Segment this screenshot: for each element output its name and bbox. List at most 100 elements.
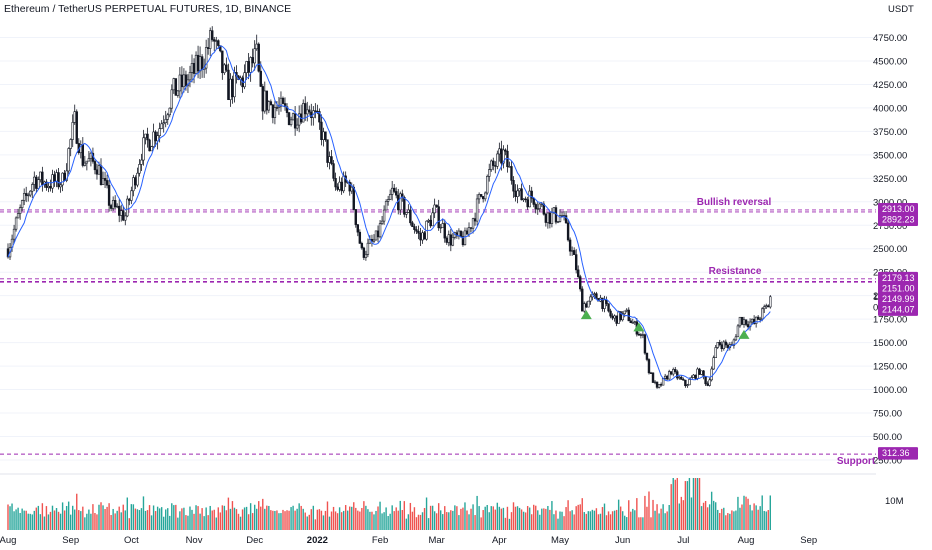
volume-bar bbox=[365, 505, 367, 530]
candle bbox=[447, 230, 450, 247]
volume-bar bbox=[122, 504, 124, 530]
candle bbox=[53, 170, 56, 187]
volume-bar bbox=[573, 514, 575, 530]
volume-bar bbox=[753, 503, 755, 530]
candle bbox=[413, 223, 416, 234]
volume-bar bbox=[411, 511, 414, 530]
volume-bar bbox=[755, 505, 757, 530]
volume-bar bbox=[567, 500, 569, 530]
candle bbox=[520, 183, 523, 201]
candle bbox=[22, 188, 26, 206]
date-tick-label: Feb bbox=[372, 535, 388, 546]
candle bbox=[486, 174, 489, 195]
volume-bar bbox=[496, 502, 499, 530]
candle bbox=[473, 212, 477, 226]
time-axis[interactable]: Aug Sep Oct Nov Dec 2022 Feb Mar Apr May Jun Jul Aug… bbox=[0, 535, 817, 546]
volume-bar bbox=[39, 514, 42, 530]
candle bbox=[568, 237, 572, 256]
candle bbox=[364, 250, 368, 261]
price-axis[interactable]: 250.00 500.00 750.00 1000.00 1250.00 1500.00 1… bbox=[873, 33, 910, 466]
volume-bar bbox=[181, 508, 183, 530]
candle bbox=[12, 224, 16, 244]
volume-bar bbox=[648, 491, 650, 530]
candle bbox=[674, 366, 677, 374]
candle bbox=[134, 175, 137, 190]
volume-scale-label: 10M bbox=[885, 496, 904, 507]
candle bbox=[524, 196, 527, 203]
volume-bar bbox=[126, 497, 128, 530]
candle bbox=[126, 195, 129, 218]
volume-bar bbox=[563, 516, 565, 530]
volume-bar bbox=[757, 509, 759, 530]
volume-bar bbox=[65, 505, 68, 530]
volume-bar bbox=[88, 509, 90, 530]
volume-bar bbox=[35, 507, 38, 530]
candle bbox=[348, 179, 351, 196]
volume-bar bbox=[86, 513, 88, 530]
bullish-signal-marker bbox=[580, 310, 592, 320]
candle bbox=[142, 129, 145, 166]
candle bbox=[526, 196, 529, 210]
volume-bar bbox=[389, 513, 391, 530]
candle bbox=[107, 179, 111, 212]
price-tick-label: 250.00 bbox=[873, 455, 902, 466]
volume-bar bbox=[704, 500, 707, 530]
volume-bar bbox=[448, 512, 450, 530]
volume-bar bbox=[690, 497, 693, 530]
candle bbox=[302, 99, 305, 123]
volume-bar bbox=[320, 510, 323, 530]
candle bbox=[615, 315, 618, 327]
volume-bar bbox=[745, 496, 747, 530]
candle bbox=[269, 99, 273, 106]
price-tick-label: 500.00 bbox=[873, 432, 902, 443]
volume-bar bbox=[535, 505, 537, 530]
candle bbox=[653, 380, 657, 385]
volume-bar bbox=[725, 515, 727, 530]
candle bbox=[409, 205, 412, 226]
volume-bar bbox=[405, 518, 408, 530]
volume-bar bbox=[197, 506, 199, 530]
volume-bar bbox=[245, 506, 248, 530]
date-tick-label: 2022 bbox=[307, 535, 328, 546]
volume-bar bbox=[498, 506, 501, 530]
candle bbox=[227, 63, 230, 101]
candle bbox=[546, 212, 550, 229]
candle bbox=[706, 381, 709, 387]
candle bbox=[293, 105, 297, 136]
date-tick-label: Dec bbox=[246, 535, 263, 546]
candle bbox=[678, 375, 681, 380]
volume-bar bbox=[476, 495, 478, 530]
volume-bar bbox=[110, 515, 112, 530]
volume-bar bbox=[751, 510, 753, 530]
candle bbox=[386, 195, 390, 206]
volume-bar bbox=[514, 506, 517, 530]
candle bbox=[649, 371, 653, 374]
volume-bar bbox=[446, 512, 448, 530]
candle bbox=[67, 147, 70, 175]
volume-bar bbox=[47, 514, 50, 530]
volume-bar bbox=[160, 507, 163, 530]
candle bbox=[405, 212, 408, 219]
volume-bar bbox=[318, 509, 321, 530]
volume-bar bbox=[490, 506, 492, 530]
volume-bar bbox=[328, 516, 331, 530]
volume-bar bbox=[280, 513, 282, 530]
level-value: 2892.23 bbox=[882, 214, 915, 224]
candle bbox=[639, 333, 643, 339]
volume-bar bbox=[138, 510, 141, 530]
volume-bar bbox=[407, 514, 410, 530]
volume-bar bbox=[537, 510, 539, 530]
candle bbox=[403, 195, 406, 218]
volume-bar bbox=[282, 509, 284, 530]
volume-bar bbox=[652, 499, 654, 530]
candle bbox=[14, 216, 18, 232]
volume-bar bbox=[692, 478, 695, 530]
volume-bar bbox=[332, 506, 335, 530]
volume-bar bbox=[201, 508, 203, 530]
volume-bar bbox=[549, 509, 551, 530]
candle bbox=[24, 186, 28, 203]
candle bbox=[354, 209, 357, 228]
candle bbox=[581, 286, 584, 312]
volume-bar bbox=[381, 513, 383, 530]
